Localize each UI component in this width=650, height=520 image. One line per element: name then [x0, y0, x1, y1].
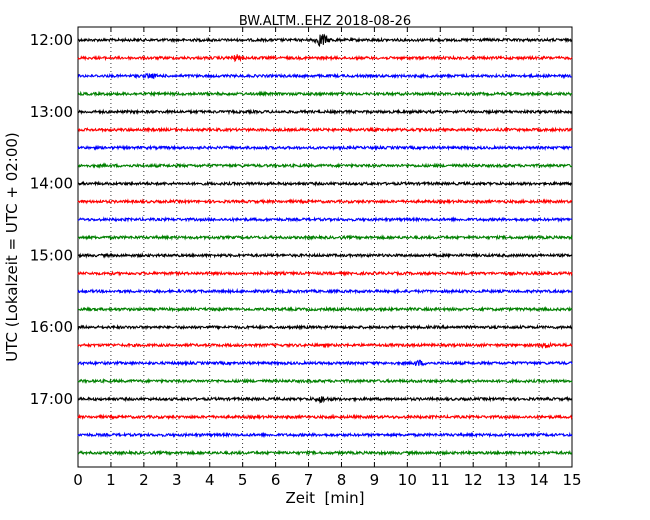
trace-1200	[77, 33, 573, 48]
y-tick-label: 12:00	[30, 31, 73, 49]
x-axis-ticks: 0 1 2 3 4 5 6 7 8 9 10 11 12 13 14 15	[73, 27, 582, 489]
trace-1700	[77, 395, 573, 405]
trace-1530	[77, 287, 573, 295]
x-tick-label: 10	[398, 471, 417, 489]
trace-1545	[77, 305, 573, 313]
trace-1245	[77, 90, 573, 98]
trace-1745	[77, 449, 573, 457]
x-tick-label: 4	[205, 471, 215, 489]
trace-1730	[77, 431, 573, 439]
trace-1600	[77, 323, 573, 331]
x-tick-label: 13	[497, 471, 516, 489]
y-tick-label: 17:00	[30, 390, 73, 408]
trace-1330	[77, 144, 573, 152]
y-tick-label: 14:00	[30, 175, 73, 193]
trace-1500	[77, 252, 573, 259]
trace-1515	[77, 269, 573, 277]
trace-1315	[77, 126, 573, 134]
y-tick-label: 16:00	[30, 318, 73, 336]
trace-1345	[77, 162, 573, 170]
trace-1215	[77, 54, 573, 63]
x-tick-label: 1	[106, 471, 116, 489]
trace-1715	[77, 413, 573, 421]
trace-1445	[77, 234, 573, 241]
trace-1415	[77, 198, 573, 205]
x-tick-label: 5	[238, 471, 248, 489]
trace-1300	[77, 108, 573, 116]
x-tick-label: 0	[73, 471, 83, 489]
x-axis-label: Zeit [min]	[285, 489, 364, 507]
chart-title: BW.ALTM..EHZ 2018-08-26	[239, 14, 411, 29]
trace-1230	[77, 72, 573, 80]
y-axis-label: UTC (Lokalzeit = UTC + 02:00)	[3, 132, 21, 362]
trace-1630	[77, 359, 573, 367]
y-axis-ticks: 12:00 13:00 14:00 15:00 16:00 17:00	[30, 31, 572, 408]
x-tick-label: 3	[172, 471, 182, 489]
x-tick-label: 9	[370, 471, 380, 489]
trace-lines	[77, 33, 573, 457]
y-tick-label: 13:00	[30, 103, 73, 121]
x-tick-label: 7	[304, 471, 314, 489]
vertical-gridlines	[110, 27, 540, 467]
trace-1400	[77, 180, 573, 188]
x-tick-label: 6	[271, 471, 281, 489]
x-tick-label: 8	[337, 471, 347, 489]
x-tick-label: 12	[464, 471, 483, 489]
trace-1645	[77, 377, 573, 385]
x-tick-label: 2	[139, 471, 149, 489]
y-tick-label: 15:00	[30, 246, 73, 264]
x-tick-label: 15	[562, 471, 581, 489]
x-tick-label: 14	[530, 471, 549, 489]
trace-1615	[77, 341, 573, 349]
plot-frame	[77, 26, 573, 468]
x-tick-label: 11	[431, 471, 450, 489]
trace-1430	[77, 216, 573, 223]
